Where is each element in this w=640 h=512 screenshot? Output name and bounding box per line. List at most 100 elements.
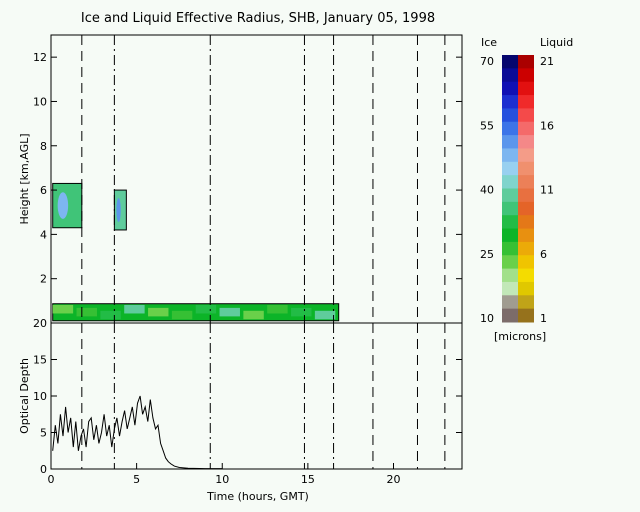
liquid-cloud-cell bbox=[291, 307, 312, 317]
colorbar-liquid-swatch bbox=[518, 201, 534, 216]
x-tick-label: 5 bbox=[133, 473, 140, 486]
effective-radius-panel: 2 4 6 8 10 12 Height [km,AGL] bbox=[18, 34, 463, 324]
x-tick-label: 15 bbox=[301, 473, 315, 486]
colorbar-liquid-swatch bbox=[518, 175, 534, 189]
liquid-cloud-cell bbox=[243, 310, 264, 320]
colorbar-ice-swatch bbox=[502, 241, 518, 256]
optical-depth-panel: 0 5 10 15 20 0 5 10 15 20 Optical Depth Time (ho… bbox=[18, 317, 463, 503]
colorbar-ice-swatch bbox=[502, 95, 518, 109]
bottom-plot-frame bbox=[50, 322, 463, 470]
colorbar-liquid-swatch bbox=[518, 228, 534, 243]
colorbar-ice-tick: 40 bbox=[480, 184, 494, 197]
chart-title: Ice and Liquid Effective Radius, SHB, Ja… bbox=[81, 11, 435, 26]
liquid-cloud-cell bbox=[219, 307, 240, 317]
colorbar-ice-swatch bbox=[502, 68, 518, 83]
colorbar-liquid-swatch bbox=[518, 95, 534, 109]
colorbar-liquid-swatch bbox=[518, 295, 534, 310]
liquid-cloud-cell bbox=[100, 310, 121, 320]
top-plot-frame bbox=[50, 34, 463, 324]
colorbar-liquid-tick: 21 bbox=[540, 55, 554, 68]
top-y-tick-label: 10 bbox=[33, 95, 47, 108]
x-ticks: 0 5 10 15 20 bbox=[48, 463, 401, 486]
colorbar-ice-tick: 25 bbox=[480, 248, 494, 261]
x-tick-label: 20 bbox=[387, 473, 401, 486]
colorbar-ice-swatch bbox=[502, 295, 518, 310]
colorbar-ice-label: Ice bbox=[481, 36, 497, 49]
colorbar-ice-swatch bbox=[502, 308, 518, 323]
liquid-cloud-cell bbox=[76, 307, 97, 317]
colorbar-ice-swatch bbox=[502, 161, 518, 176]
colorbar-ice-swatch bbox=[502, 255, 518, 270]
colorbar-liquid-swatch bbox=[518, 121, 534, 136]
colorbar-liquid-tick: 1 bbox=[540, 312, 547, 325]
colorbar-liquid-swatch bbox=[518, 308, 534, 323]
bottom-y-tick-label: 15 bbox=[33, 354, 47, 367]
colorbar-ice-swatch bbox=[502, 121, 518, 136]
colorbar-liquid-tick: 16 bbox=[540, 119, 554, 132]
colorbar-ice-tick: 55 bbox=[480, 119, 494, 132]
colorbar-ticks: 70 21 55 16 40 11 25 6 10 1 bbox=[480, 55, 554, 325]
colorbar-liquid-swatch bbox=[518, 55, 534, 69]
colorbar-ice-swatch bbox=[502, 268, 518, 283]
liquid-cloud-cell bbox=[52, 304, 74, 314]
top-y-tick-label: 6 bbox=[40, 184, 47, 197]
bottom-y-tick-label: 0 bbox=[40, 463, 47, 476]
bottom-y-tick-label: 20 bbox=[33, 317, 47, 330]
top-y-axis-label: Height [km,AGL] bbox=[18, 133, 31, 224]
colorbar-liquid-swatch bbox=[518, 81, 534, 96]
colorbar-ice-swatch bbox=[502, 55, 518, 69]
liquid-cloud-cell bbox=[124, 304, 145, 314]
ice-cloud-core bbox=[116, 198, 121, 222]
colorbar-ice-swatch bbox=[502, 281, 518, 296]
liquid-cloud-cell bbox=[148, 307, 169, 317]
colorbar-ice-swatch bbox=[502, 201, 518, 216]
liquid-cloud-cell bbox=[171, 310, 193, 320]
optical-depth-line bbox=[52, 395, 223, 470]
bottom-y-ticks: 0 5 10 15 20 bbox=[33, 317, 462, 476]
colorbar-liquid-label: Liquid bbox=[540, 36, 573, 49]
x-tick-label: 10 bbox=[215, 473, 229, 486]
colorbar-liquid-swatch bbox=[518, 161, 534, 176]
colorbar-liquid-swatch bbox=[518, 281, 534, 296]
colorbar-liquid-swatch bbox=[518, 188, 534, 203]
colorbar-ice-swatch bbox=[502, 175, 518, 189]
colorbar-liquid-swatch bbox=[518, 255, 534, 270]
colorbar-liquid-tick: 11 bbox=[540, 184, 554, 197]
colorbar-ice-swatch bbox=[502, 215, 518, 230]
colorbar: Ice Liquid 70 21 55 16 40 11 25 6 10 1 [microns] bbox=[480, 36, 573, 343]
colorbar-liquid-tick: 6 bbox=[540, 248, 547, 261]
liquid-cloud-cell bbox=[267, 304, 288, 314]
top-y-tick-label: 8 bbox=[40, 140, 47, 153]
top-y-tick-label: 2 bbox=[40, 273, 47, 286]
liquid-cloud-cell bbox=[314, 310, 336, 320]
top-y-tick-label: 12 bbox=[33, 51, 47, 64]
ice-cloud-core bbox=[57, 192, 69, 219]
colorbar-ice-swatch bbox=[502, 81, 518, 96]
colorbar-ice-swatch bbox=[502, 148, 518, 163]
colorbar-liquid-swatch bbox=[518, 68, 534, 83]
x-axis-label: Time (hours, GMT) bbox=[206, 490, 309, 503]
top-y-tick-label: 4 bbox=[40, 228, 47, 241]
bottom-y-axis-label: Optical Depth bbox=[18, 358, 31, 434]
cloud-field bbox=[52, 182, 340, 322]
colorbar-units-label: [microns] bbox=[494, 330, 546, 343]
colorbar-ice-tick: 70 bbox=[480, 55, 494, 68]
optical-depth-series bbox=[52, 395, 223, 470]
colorbar-liquid-swatch bbox=[518, 135, 534, 149]
top-y-ticks: 2 4 6 8 10 12 bbox=[33, 51, 462, 286]
colorbar-ice-swatch bbox=[502, 135, 518, 149]
colorbar-liquid-swatch bbox=[518, 108, 534, 123]
bottom-y-tick-label: 10 bbox=[33, 390, 47, 403]
colorbar-ice-swatch bbox=[502, 188, 518, 203]
liquid-cloud-cell bbox=[195, 304, 217, 314]
colorbar-liquid-swatch bbox=[518, 241, 534, 256]
colorbar-ice-tick: 10 bbox=[480, 312, 494, 325]
bottom-reference-lines bbox=[81, 323, 446, 469]
colorbar-ice-swatch bbox=[502, 108, 518, 123]
colorbar-liquid-swatch bbox=[518, 215, 534, 230]
colorbar-liquid-swatch bbox=[518, 268, 534, 283]
x-tick-label: 0 bbox=[48, 473, 55, 486]
bottom-y-tick-label: 5 bbox=[40, 427, 47, 440]
colorbar-liquid-swatch bbox=[518, 148, 534, 163]
